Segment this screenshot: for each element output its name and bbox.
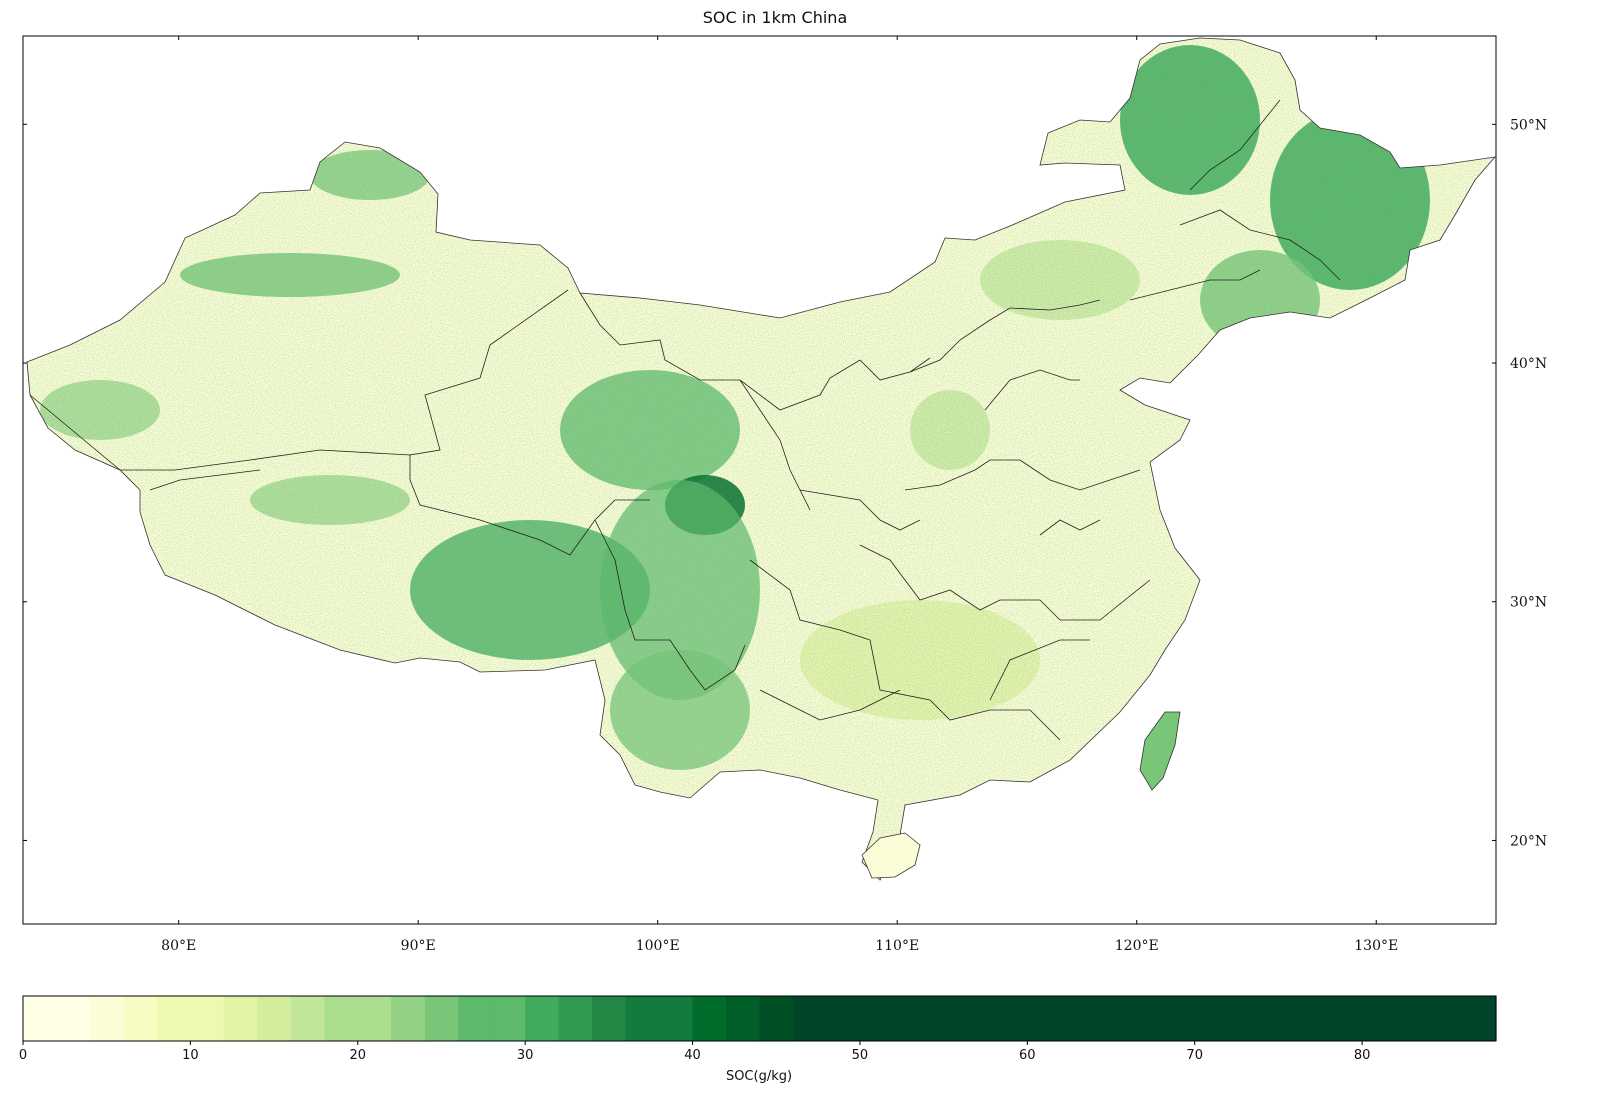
lon-label-110: 110°E [875, 938, 919, 954]
colorbar-swatch [1429, 996, 1464, 1041]
colorbar-swatch [759, 996, 794, 1041]
colorbar-swatch [257, 996, 292, 1041]
colorbar-swatch [1295, 996, 1330, 1041]
colorbar-swatch [960, 996, 995, 1041]
colorbar-tick-label-0: 0 [19, 1048, 27, 1063]
colorbar-swatch [424, 996, 459, 1041]
provincial-boundaries [29, 99, 1341, 741]
colorbar-swatch [123, 996, 158, 1041]
lat-axis: 20°N 30°N 40°N 50°N [23, 117, 1547, 849]
colorbar-swatches [23, 996, 1497, 1041]
colorbar-ticks: 0 10 20 30 40 50 60 70 80 [19, 1041, 1371, 1063]
colorbar-swatch [1094, 996, 1129, 1041]
colorbar-swatch [1328, 996, 1363, 1041]
colorbar-tick-label-20: 20 [349, 1048, 366, 1063]
colorbar-swatch [56, 996, 91, 1041]
colorbar-swatch [1127, 996, 1162, 1041]
colorbar-tick-label-10: 10 [182, 1048, 199, 1063]
colorbar-swatch [1261, 996, 1296, 1041]
lon-label-120: 120°E [1115, 938, 1159, 954]
colorbar-swatch [659, 996, 694, 1041]
colorbar-label: SOC(g/kg) [726, 1069, 792, 1084]
colorbar-swatch [491, 996, 526, 1041]
lat-label-20: 20°N [1510, 833, 1547, 849]
colorbar-tick-label-30: 30 [517, 1048, 534, 1063]
colorbar-swatch [625, 996, 660, 1041]
colorbar-swatch [826, 996, 861, 1041]
colorbar-tick-label-70: 70 [1186, 1048, 1203, 1063]
colorbar-swatch [89, 996, 125, 1041]
hainan-island [861, 832, 921, 879]
colorbar-swatch [1228, 996, 1263, 1041]
colorbar-swatch [993, 996, 1028, 1041]
lat-label-30: 30°N [1510, 595, 1547, 611]
colorbar-swatch [23, 996, 58, 1041]
colorbar-swatch [1362, 996, 1397, 1041]
colorbar-swatch [1027, 996, 1062, 1041]
colorbar-swatch [391, 996, 426, 1041]
lat-label-40: 40°N [1510, 356, 1547, 372]
lat-label-50: 50°N [1510, 117, 1547, 133]
lon-label-130: 130°E [1354, 938, 1398, 954]
colorbar-tick-label-40: 40 [684, 1048, 701, 1063]
colorbar-swatch [190, 996, 225, 1041]
colorbar-swatch [592, 996, 627, 1041]
colorbar-swatch [223, 996, 258, 1041]
colorbar-swatch [290, 996, 325, 1041]
colorbar-swatch [1194, 996, 1229, 1041]
colorbar-tick-label-50: 50 [852, 1048, 869, 1063]
colorbar-swatch [692, 996, 727, 1041]
colorbar-swatch [525, 996, 560, 1041]
colorbar: 0 10 20 30 40 50 60 70 80 SOC(g/kg) [19, 995, 1497, 1084]
lon-label-100: 100°E [636, 938, 680, 954]
colorbar-swatch [792, 996, 828, 1041]
islands [861, 711, 1181, 879]
lon-label-90: 90°E [401, 938, 436, 954]
colorbar-swatch [1395, 996, 1430, 1041]
colorbar-swatch [357, 996, 392, 1041]
colorbar-frame [22, 995, 1497, 1042]
colorbar-swatch [1060, 996, 1095, 1041]
map-title: SOC in 1km China [702, 8, 848, 27]
colorbar-swatch [1161, 996, 1196, 1041]
colorbar-swatch [156, 996, 191, 1041]
colorbar-tick-label-80: 80 [1354, 1048, 1371, 1063]
colorbar-swatch [926, 996, 961, 1041]
colorbar-swatch [1462, 996, 1497, 1041]
lon-label-80: 80°E [161, 938, 196, 954]
colorbar-tick-label-60: 60 [1019, 1048, 1036, 1063]
lon-axis: 80°E 90°E 100°E 110°E 120°E 130°E [161, 36, 1398, 954]
colorbar-swatch [458, 996, 493, 1041]
colorbar-swatch [558, 996, 593, 1041]
colorbar-swatch [726, 996, 761, 1041]
colorbar-swatch [893, 996, 928, 1041]
colorbar-swatch [859, 996, 895, 1041]
taiwan-island [1139, 711, 1181, 791]
colorbar-swatch [324, 996, 359, 1041]
